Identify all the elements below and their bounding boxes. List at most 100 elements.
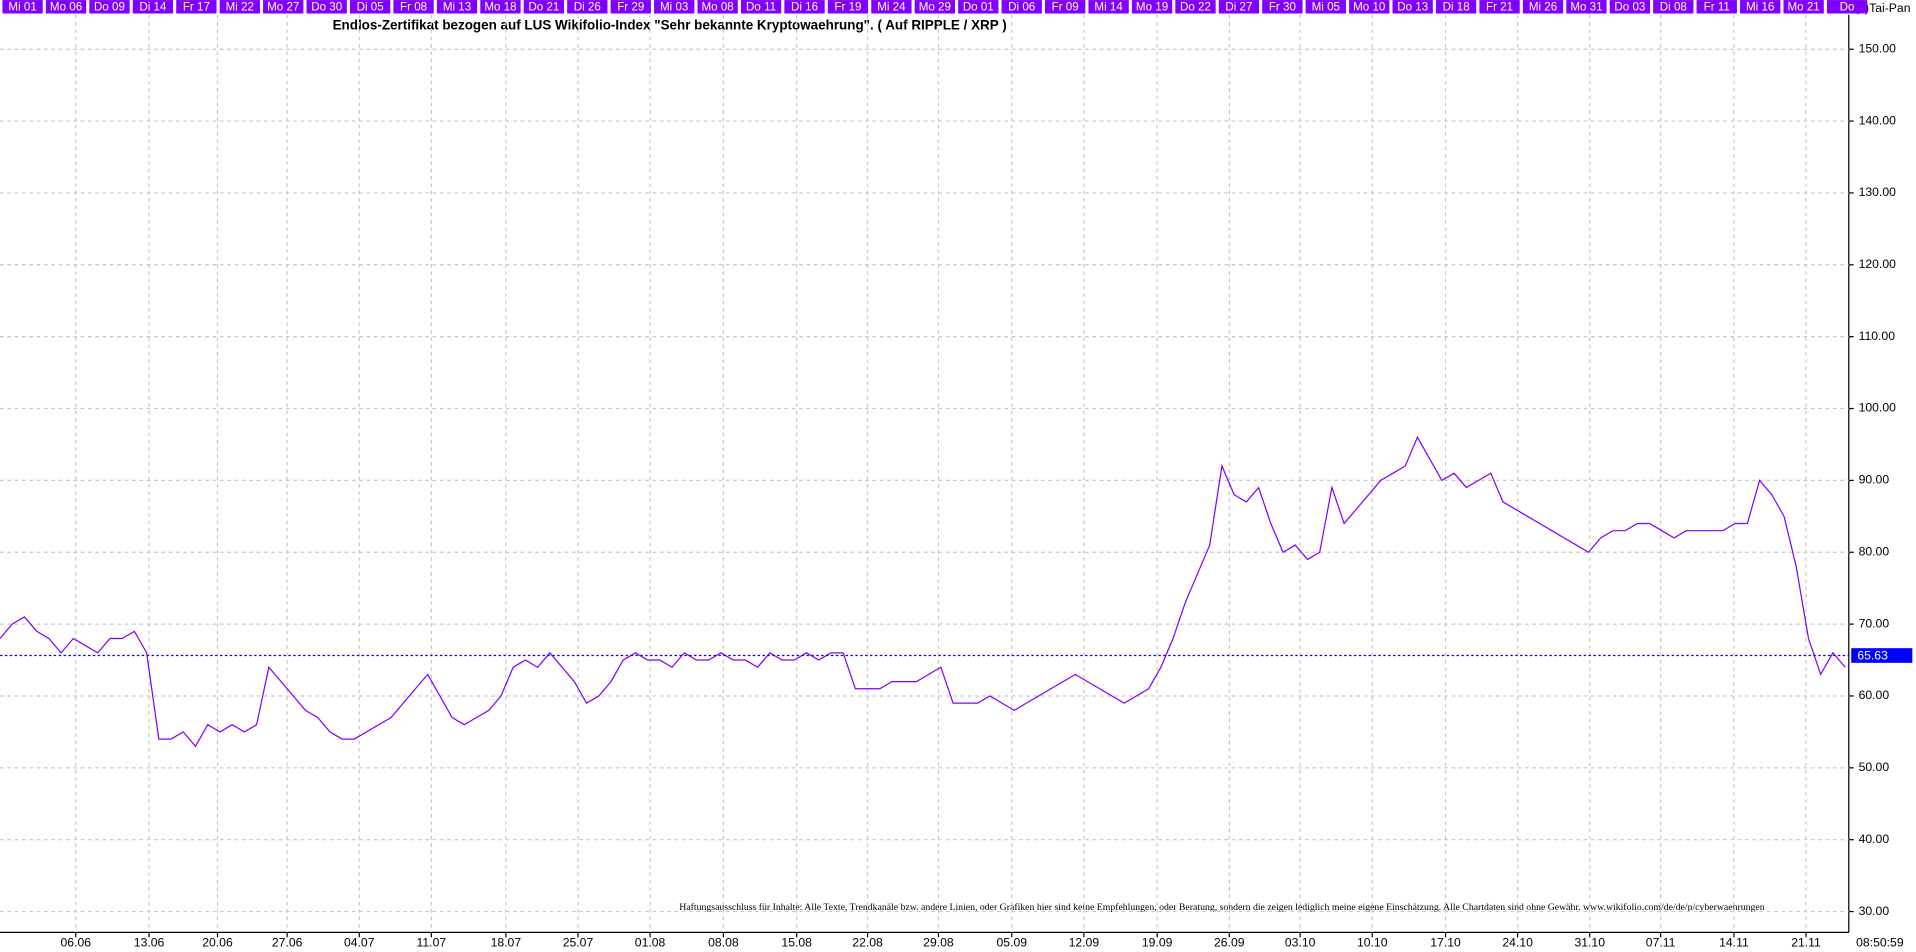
x-tick-label: 08.08 <box>708 936 739 950</box>
top-label-box <box>480 0 521 14</box>
top-label: Fr 08 <box>400 0 427 13</box>
top-label: Mi 22 <box>226 0 254 13</box>
y-tick-label: 140.00 <box>1859 113 1897 127</box>
top-label: Mo 21 <box>1788 0 1820 13</box>
top-label: Fr 17 <box>183 0 210 13</box>
y-tick-label: 60.00 <box>1859 688 1890 702</box>
top-label: Mi 16 <box>1746 0 1774 13</box>
top-label-box <box>1696 0 1737 14</box>
top-label-box <box>697 0 738 14</box>
y-tick-label: 120.00 <box>1859 257 1897 271</box>
last-value-label: 65.63 <box>1857 648 1888 662</box>
top-label: Mi 24 <box>877 0 906 13</box>
top-label-box <box>784 0 825 14</box>
top-label: Do <box>1840 0 1855 13</box>
top-label-box <box>1218 0 1260 14</box>
top-label: Fr 29 <box>617 0 644 13</box>
top-label-box <box>176 0 217 14</box>
top-label-box <box>45 0 87 14</box>
top-label-box <box>1088 0 1129 14</box>
top-label: Mi 26 <box>1529 0 1557 13</box>
top-label: Mo 10 <box>1353 0 1385 13</box>
top-label-box <box>914 0 956 14</box>
x-tick-label: 10.10 <box>1357 936 1388 950</box>
top-label: Mi 14 <box>1094 0 1123 13</box>
top-label: Di 16 <box>791 0 818 13</box>
top-label: Fr 30 <box>1269 0 1296 13</box>
top-label-box <box>958 0 999 14</box>
top-label-box <box>132 0 174 14</box>
top-label: Di 08 <box>1660 0 1687 13</box>
top-label: Do 03 <box>1614 0 1645 13</box>
top-label-box <box>89 0 130 14</box>
top-label: Do 22 <box>1180 0 1211 13</box>
top-label-box <box>1392 0 1433 14</box>
last-value-box <box>1851 648 1913 663</box>
top-label-box <box>1653 0 1694 14</box>
top-label: Di 27 <box>1225 0 1252 13</box>
x-tick-label: 25.07 <box>563 936 594 950</box>
top-label: Mo 19 <box>1136 0 1168 13</box>
top-label: Fr 19 <box>834 0 861 13</box>
top-label-box <box>654 0 695 14</box>
top-label: Mi 03 <box>660 0 688 13</box>
top-label-box <box>306 0 347 14</box>
top-label-box <box>871 0 912 14</box>
x-tick-label: 01.08 <box>635 936 666 950</box>
top-label-box <box>1479 0 1520 14</box>
top-label-box <box>219 0 260 14</box>
top-label-box <box>436 0 478 14</box>
copyright: (c)Tai-Pan <box>1855 1 1911 15</box>
top-label-box <box>523 0 565 14</box>
top-label-box <box>1262 0 1303 14</box>
top-label-box <box>1566 0 1607 14</box>
top-label-box <box>1522 0 1564 14</box>
y-tick-label: 80.00 <box>1859 544 1890 558</box>
top-label: Mo 31 <box>1570 0 1602 13</box>
y-tick-label: 100.00 <box>1859 401 1897 415</box>
top-label: Mo 18 <box>484 0 516 13</box>
top-label: Mo 29 <box>919 0 951 13</box>
x-tick-label: 12.09 <box>1069 936 1100 950</box>
x-tick-label: 31.10 <box>1574 936 1605 950</box>
top-label-box <box>2 0 43 14</box>
x-tick-label: 21.11 <box>1791 936 1821 950</box>
top-label-box <box>393 0 434 14</box>
y-tick-label: 50.00 <box>1859 760 1890 774</box>
x-tick-label: 03.10 <box>1285 936 1316 950</box>
top-label-box <box>827 0 869 14</box>
x-tick-label: 26.09 <box>1214 936 1245 950</box>
x-tick-label: 20.06 <box>202 936 233 950</box>
timestamp: 08:50:59 <box>1856 936 1904 950</box>
top-label: Do 13 <box>1397 0 1428 13</box>
top-label: Fr 09 <box>1052 0 1079 13</box>
top-label-box <box>567 0 608 14</box>
top-label-box <box>263 0 304 14</box>
top-label-box <box>1175 0 1216 14</box>
top-label: Di 05 <box>357 0 384 13</box>
chart-title: Endlos-Zertifikat bezogen auf LUS Wikifo… <box>333 17 1007 32</box>
y-tick-label: 130.00 <box>1859 185 1897 199</box>
top-label: Di 18 <box>1443 0 1470 13</box>
top-label-box <box>1826 0 1868 14</box>
x-tick-label: 15.08 <box>781 936 812 950</box>
top-label: Mi 05 <box>1312 0 1340 13</box>
x-tick-label: 22.08 <box>852 936 883 950</box>
top-label-box <box>1001 0 1042 14</box>
x-tick-label: 19.09 <box>1142 936 1173 950</box>
top-label: Mi 01 <box>8 0 36 13</box>
x-tick-label: 06.06 <box>60 936 91 950</box>
y-tick-label: 30.00 <box>1859 904 1890 918</box>
x-tick-label: 18.07 <box>491 936 522 950</box>
x-tick-label: 04.07 <box>344 936 375 950</box>
top-label-box <box>1045 0 1086 14</box>
top-label: Di 06 <box>1008 0 1035 13</box>
top-label: Do 09 <box>94 0 125 13</box>
y-tick-label: 90.00 <box>1859 473 1890 487</box>
top-label: Di 26 <box>574 0 601 13</box>
top-label: Di 14 <box>139 0 167 13</box>
price-line <box>0 435 1846 748</box>
y-tick-label: 110.00 <box>1859 329 1896 343</box>
top-label-box <box>1131 0 1173 14</box>
